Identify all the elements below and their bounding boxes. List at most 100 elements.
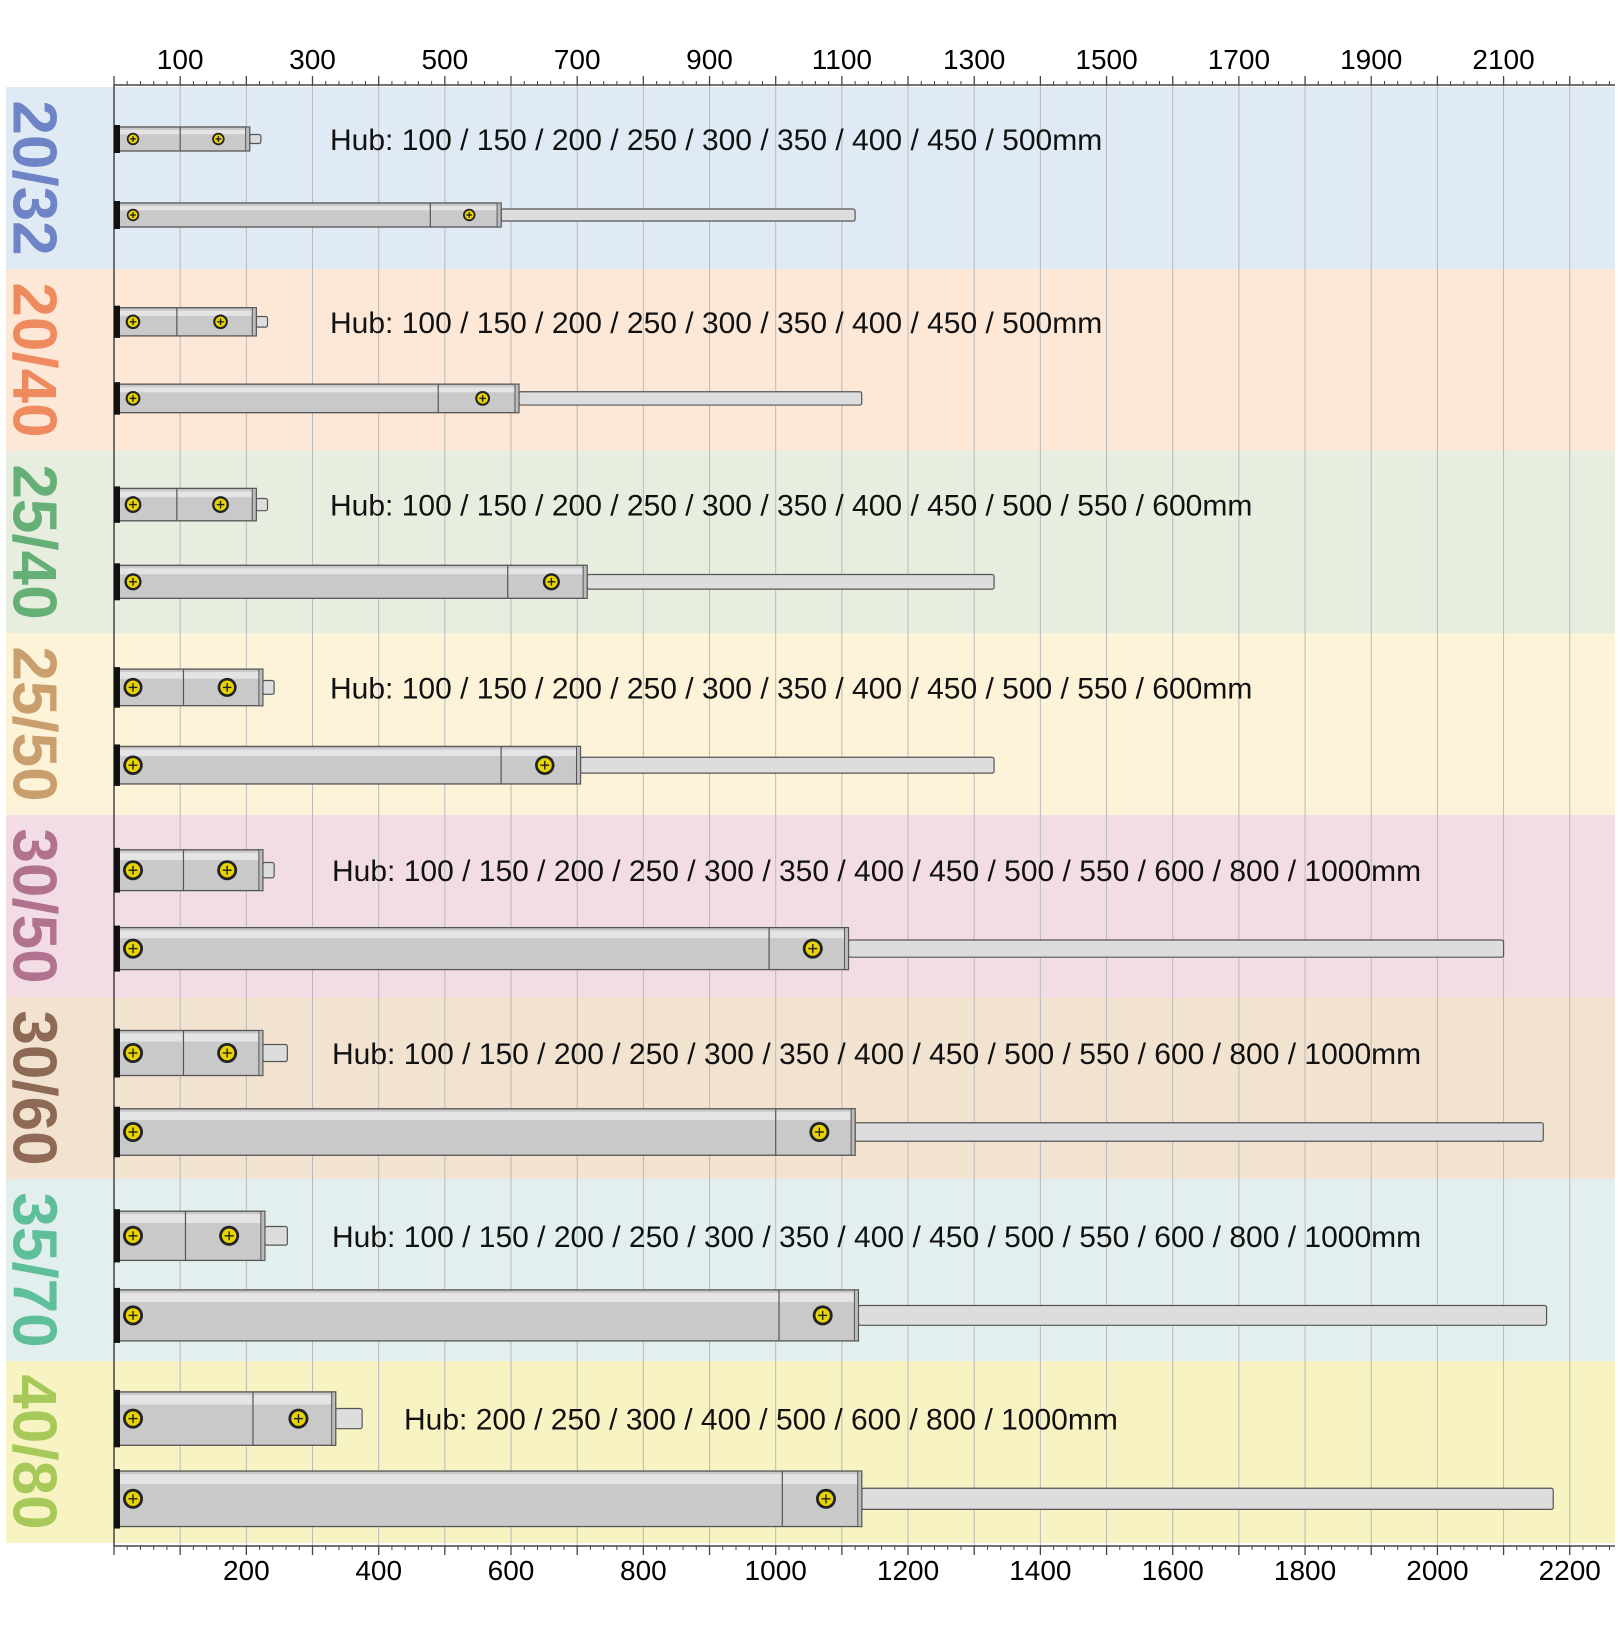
body-highlight bbox=[118, 1111, 854, 1121]
end-flange bbox=[514, 383, 520, 414]
hub-options-text: Hub: 100 / 150 / 200 / 250 / 300 / 350 /… bbox=[332, 1038, 1421, 1071]
short-cylinder-25-50 bbox=[114, 667, 275, 708]
body-highlight bbox=[118, 1033, 261, 1042]
end-cap bbox=[114, 847, 120, 893]
end-cap bbox=[114, 486, 120, 523]
end-flange bbox=[843, 927, 849, 971]
piston-rod bbox=[335, 1407, 363, 1430]
long-cylinder-30-60 bbox=[114, 1106, 1544, 1158]
model-label: 30/50 bbox=[0, 828, 69, 983]
end-cap bbox=[114, 201, 120, 229]
long-cylinder-25-40 bbox=[114, 563, 995, 601]
long-cylinder-35-70 bbox=[114, 1287, 1548, 1343]
hub-options-text: Hub: 100 / 150 / 200 / 250 / 300 / 350 /… bbox=[330, 490, 1252, 523]
short-cylinder-35-70 bbox=[114, 1209, 288, 1263]
short-cylinder-25-40 bbox=[114, 486, 269, 523]
short-cylinder-20-40 bbox=[114, 305, 269, 338]
piston-rod bbox=[262, 1043, 288, 1063]
piston-rod bbox=[861, 1487, 1554, 1510]
piston-rod bbox=[854, 1122, 1544, 1142]
short-cylinder-30-60 bbox=[114, 1028, 288, 1078]
body-highlight bbox=[118, 1394, 334, 1405]
end-cap bbox=[114, 1287, 120, 1343]
top-tick-label: 900 bbox=[686, 44, 733, 75]
long-cylinder-25-50 bbox=[114, 744, 995, 786]
end-flange bbox=[260, 1210, 266, 1261]
bottom-tick-label: 2000 bbox=[1406, 1555, 1468, 1586]
band-25-50 bbox=[6, 633, 1615, 815]
end-flange bbox=[245, 126, 251, 152]
model-label: 30/60 bbox=[0, 1010, 69, 1165]
end-cap bbox=[114, 1389, 120, 1448]
end-flange bbox=[582, 564, 588, 599]
hub-options-text: Hub: 100 / 150 / 200 / 250 / 300 / 350 /… bbox=[330, 307, 1102, 340]
body-highlight bbox=[118, 491, 255, 498]
band-25-40 bbox=[6, 451, 1615, 633]
body-highlight bbox=[118, 1474, 860, 1485]
model-label: 25/40 bbox=[0, 464, 69, 619]
top-tick-label: 1300 bbox=[943, 44, 1005, 75]
bottom-tick-label: 200 bbox=[223, 1555, 270, 1586]
bottom-tick-label: 800 bbox=[620, 1555, 667, 1586]
body-highlight bbox=[118, 310, 255, 316]
bottom-tick-label: 1400 bbox=[1009, 1555, 1071, 1586]
end-flange bbox=[575, 745, 581, 785]
body-highlight bbox=[118, 672, 261, 679]
bottom-tick-label: 1600 bbox=[1142, 1555, 1204, 1586]
end-flange bbox=[331, 1391, 337, 1446]
end-flange bbox=[853, 1289, 859, 1342]
end-flange bbox=[251, 487, 257, 522]
end-cap bbox=[114, 1028, 120, 1078]
top-tick-label: 700 bbox=[554, 44, 601, 75]
long-cylinder-20-32 bbox=[114, 201, 856, 229]
piston-rod bbox=[579, 756, 995, 774]
end-cap bbox=[114, 563, 120, 601]
end-flange bbox=[258, 668, 264, 707]
bottom-tick-label: 400 bbox=[355, 1555, 402, 1586]
end-flange bbox=[251, 307, 257, 337]
end-cap bbox=[114, 667, 120, 708]
end-flange bbox=[850, 1108, 856, 1156]
piston-rod bbox=[847, 939, 1505, 958]
hub-options-text: Hub: 100 / 150 / 200 / 250 / 300 / 350 /… bbox=[330, 124, 1102, 157]
end-cap bbox=[114, 125, 120, 153]
end-flange bbox=[496, 202, 502, 228]
cylinders-layer bbox=[114, 125, 1554, 1529]
bottom-tick-label: 1200 bbox=[877, 1555, 939, 1586]
hub-options-text: Hub: 100 / 150 / 200 / 250 / 300 / 350 /… bbox=[330, 672, 1252, 705]
top-tick-label: 500 bbox=[421, 44, 468, 75]
long-cylinder-30-50 bbox=[114, 925, 1505, 972]
short-cylinder-20-32 bbox=[114, 125, 262, 153]
end-cap bbox=[114, 1209, 120, 1263]
end-flange bbox=[258, 849, 264, 892]
top-tick-label: 100 bbox=[157, 44, 204, 75]
end-cap bbox=[114, 382, 120, 415]
body-highlight bbox=[118, 387, 517, 393]
top-tick-label: 2100 bbox=[1472, 44, 1534, 75]
piston-rod bbox=[500, 208, 856, 222]
body-highlight bbox=[118, 930, 847, 939]
model-label: 20/32 bbox=[0, 100, 69, 255]
end-cap bbox=[114, 1106, 120, 1158]
hub-options-text: Hub: 100 / 150 / 200 / 250 / 300 / 350 /… bbox=[332, 1221, 1421, 1254]
model-label: 35/70 bbox=[0, 1192, 69, 1347]
end-flange bbox=[857, 1470, 863, 1528]
model-label: 20/40 bbox=[0, 282, 69, 437]
hub-options-text: Hub: 200 / 250 / 300 / 400 / 500 / 600 /… bbox=[404, 1404, 1118, 1437]
top-tick-label: 1700 bbox=[1208, 44, 1270, 75]
model-label: 40/80 bbox=[0, 1374, 69, 1529]
piston-rod bbox=[249, 133, 262, 145]
band-20-40 bbox=[6, 269, 1615, 451]
bottom-tick-label: 2200 bbox=[1539, 1555, 1601, 1586]
hub-options-text: Hub: 100 / 150 / 200 / 250 / 300 / 350 /… bbox=[332, 855, 1421, 888]
bottom-tick-label: 1800 bbox=[1274, 1555, 1336, 1586]
top-tick-label: 1500 bbox=[1075, 44, 1137, 75]
long-cylinder-40-80 bbox=[114, 1469, 1554, 1529]
long-cylinder-20-40 bbox=[114, 382, 863, 415]
top-tick-label: 300 bbox=[289, 44, 336, 75]
end-flange bbox=[258, 1030, 264, 1076]
end-cap bbox=[114, 925, 120, 972]
body-highlight bbox=[118, 568, 586, 575]
piston-rod bbox=[262, 861, 275, 879]
